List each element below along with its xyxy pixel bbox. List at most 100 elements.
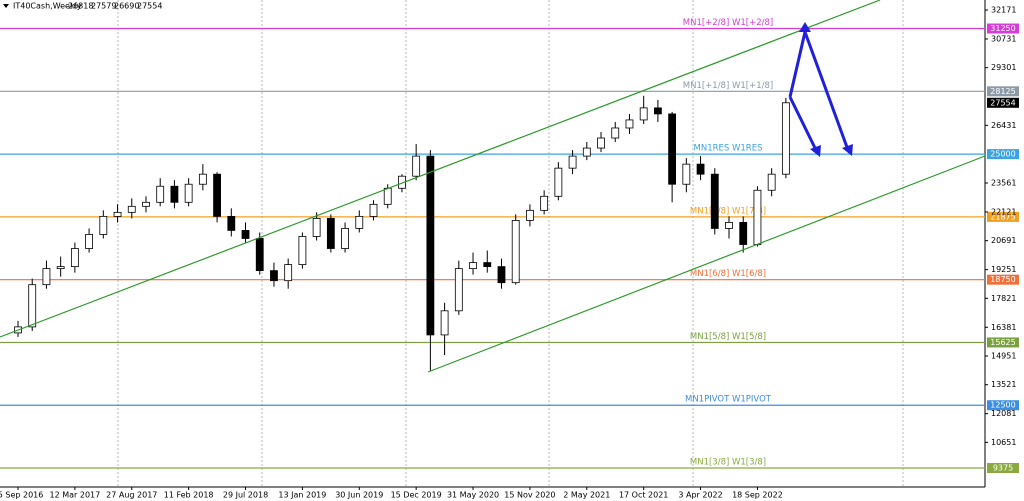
candle-body (383, 187, 392, 205)
last-price-box (987, 97, 1019, 108)
level-label: MN1PIVOT W1PIVOT (685, 395, 772, 405)
candle-body (725, 222, 733, 229)
level-price-box (987, 149, 1019, 160)
y-tick-label: 26431 (991, 121, 1016, 130)
candle-body (369, 203, 378, 217)
y-tick-label: 30731 (991, 34, 1016, 43)
candle-body (56, 266, 65, 270)
candle-body (753, 189, 762, 245)
x-tick-label: 27 Aug 2017 (106, 491, 157, 500)
x-tick-label: 3 Apr 2022 (678, 491, 722, 500)
candle-body (156, 185, 165, 203)
candle-body (227, 215, 236, 231)
level-label: MN1[7/8] W1[7/8] (690, 206, 766, 216)
level-price-label: 28125 (990, 87, 1015, 96)
candle-body (184, 183, 193, 203)
candle-body (696, 163, 705, 175)
header-close: 27554 (137, 2, 162, 11)
candle-body (99, 215, 108, 235)
symbol-title: IT40Cash,Weekly (13, 2, 82, 11)
level-label: MN1[+2/8] W1[+2/8] (683, 18, 773, 28)
candle-body (767, 173, 776, 191)
candle-body (582, 147, 591, 157)
menu-triangle (3, 4, 9, 8)
arrow-head (810, 145, 821, 157)
channel-lower (427, 155, 986, 373)
candle-body (284, 264, 293, 282)
candle-body (85, 234, 93, 249)
y-tick-label: 17821 (991, 294, 1016, 303)
candle-body (298, 236, 307, 265)
candle-body (355, 215, 364, 229)
candle-body (497, 266, 506, 284)
y-tick-label: 13521 (991, 380, 1016, 389)
x-tick-label: 29 Jul 2018 (223, 491, 268, 500)
y-tick-label: 32171 (991, 6, 1016, 15)
candle-body (70, 248, 79, 268)
candle-body (412, 155, 421, 177)
x-tick-label: 12 Mar 2017 (50, 491, 101, 500)
level-price-box (987, 400, 1019, 411)
candle-body (170, 185, 179, 203)
candle-body (511, 219, 520, 284)
candle-body (668, 113, 677, 185)
candle-body (654, 107, 662, 115)
candle-body (255, 238, 264, 272)
candle-body (241, 230, 250, 239)
candle-body (469, 262, 477, 270)
candle-body (682, 163, 691, 185)
header: IT40Cash,Weekly 26818 27579 26690 27554 (3, 2, 162, 11)
level-label: MN1[+1/8] W1[+1/8] (683, 81, 773, 91)
y-tick-label: 10651 (991, 438, 1016, 447)
level-price-label: 21875 (990, 212, 1015, 221)
candle-body (312, 217, 321, 237)
level-price-box (987, 211, 1019, 222)
x-tick-label: 17 Oct 2021 (619, 491, 668, 500)
arrow-head (799, 22, 811, 32)
x-tick-label: 15 Nov 2020 (504, 491, 555, 500)
candle-body (42, 268, 51, 286)
candle-body (270, 270, 278, 282)
y-tick-label: 14951 (991, 351, 1016, 360)
candles (14, 95, 790, 372)
level-price-box (987, 337, 1019, 348)
y-tick-label: 23561 (991, 179, 1016, 188)
candle-body (113, 211, 122, 217)
candle-body (326, 217, 335, 249)
candle-body (597, 137, 605, 149)
level-price-box (987, 86, 1019, 97)
level-price-box (987, 463, 1019, 474)
candle-body (213, 173, 221, 217)
levels: MN1[+2/8] W1[+2/8] 31250 MN1[+1/8] W1[+1/8… (0, 18, 1019, 474)
candle-body (454, 268, 463, 312)
level-price-label: 18750 (990, 275, 1015, 284)
candle-body (483, 262, 492, 268)
x-tick-label: 15 Dec 2019 (391, 491, 442, 500)
y-tick-label: 16381 (991, 323, 1016, 332)
candle-body (554, 167, 563, 197)
candle-body (142, 201, 150, 207)
last-price-label: 27554 (990, 98, 1015, 107)
header-open: 26818 (68, 2, 93, 11)
x-tick-label: 30 Jun 2019 (335, 491, 383, 500)
header-high: 27579 (91, 2, 116, 11)
channel-upper (0, 0, 881, 338)
level-price-box (987, 23, 1019, 34)
candle-body (198, 173, 207, 185)
candle-body (710, 173, 719, 229)
x-tick-label: 2 May 2021 (563, 491, 610, 500)
forecast-arrow (788, 96, 818, 151)
candle-body (28, 284, 37, 328)
level-label: MN1[5/8] W1[5/8] (690, 332, 766, 342)
x-tick-label: 18 Sep 2022 (732, 491, 783, 500)
level-label: MN1[3/8] W1[3/8] (690, 458, 766, 468)
x-tick-label: 13 Jan 2019 (278, 491, 326, 500)
candle-body (426, 155, 435, 336)
header-low: 26690 (114, 2, 139, 11)
level-label: MN1[6/8] W1[6/8] (690, 269, 766, 279)
level-price-label: 25000 (990, 150, 1015, 159)
candle-body (341, 228, 349, 249)
y-tick-label: 19251 (991, 265, 1016, 274)
candle-body (639, 107, 648, 121)
